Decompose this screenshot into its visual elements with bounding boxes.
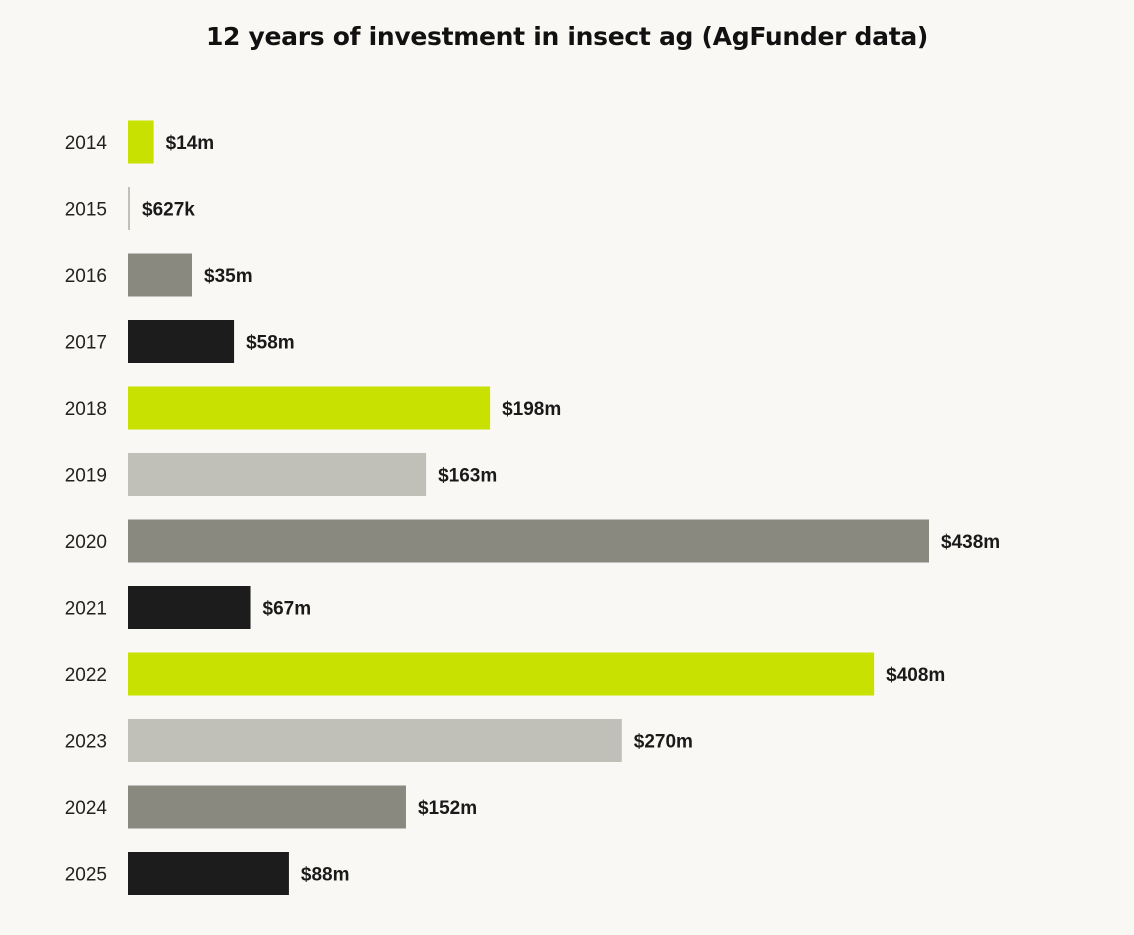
bar-2017 bbox=[128, 320, 235, 363]
data-label: $408m bbox=[886, 665, 945, 686]
data-label: $67m bbox=[263, 599, 312, 620]
y-tick-label: 2025 bbox=[65, 865, 107, 886]
bar-2022 bbox=[128, 652, 875, 696]
y-tick-label: 2019 bbox=[65, 466, 107, 487]
bar-2020 bbox=[128, 519, 929, 563]
data-label: $627k bbox=[142, 200, 195, 221]
data-label: $152m bbox=[418, 798, 477, 819]
bar-2015 bbox=[128, 187, 130, 230]
data-label: $14m bbox=[166, 133, 215, 154]
y-tick-label: 2023 bbox=[65, 732, 107, 753]
bar-2016 bbox=[128, 253, 193, 297]
bar-2014 bbox=[128, 120, 154, 164]
y-tick-label: 2022 bbox=[65, 665, 107, 686]
y-tick-label: 2024 bbox=[65, 798, 108, 819]
y-tick-label: 2016 bbox=[65, 266, 107, 287]
bar-2025 bbox=[128, 852, 289, 895]
bar-2021 bbox=[128, 586, 251, 629]
bar-2019 bbox=[128, 453, 427, 496]
y-tick-label: 2017 bbox=[65, 333, 107, 354]
data-label: $438m bbox=[941, 532, 1000, 553]
data-label: $35m bbox=[204, 266, 253, 287]
bar-2023 bbox=[128, 719, 622, 762]
y-tick-label: 2020 bbox=[65, 532, 107, 553]
data-label: $88m bbox=[301, 865, 350, 886]
data-label: $163m bbox=[438, 466, 497, 487]
y-tick-label: 2014 bbox=[65, 133, 108, 154]
chart-title: 12 years of investment in insect ag (AgF… bbox=[205, 22, 929, 51]
y-tick-label: 2015 bbox=[65, 200, 107, 221]
y-tick-label: 2021 bbox=[65, 599, 107, 620]
y-tick-label: 2018 bbox=[65, 399, 107, 420]
data-label: $270m bbox=[634, 732, 693, 753]
data-label: $198m bbox=[502, 399, 561, 420]
bar-2024 bbox=[128, 785, 406, 829]
data-label: $58m bbox=[246, 333, 295, 354]
bar-2018 bbox=[128, 386, 491, 430]
